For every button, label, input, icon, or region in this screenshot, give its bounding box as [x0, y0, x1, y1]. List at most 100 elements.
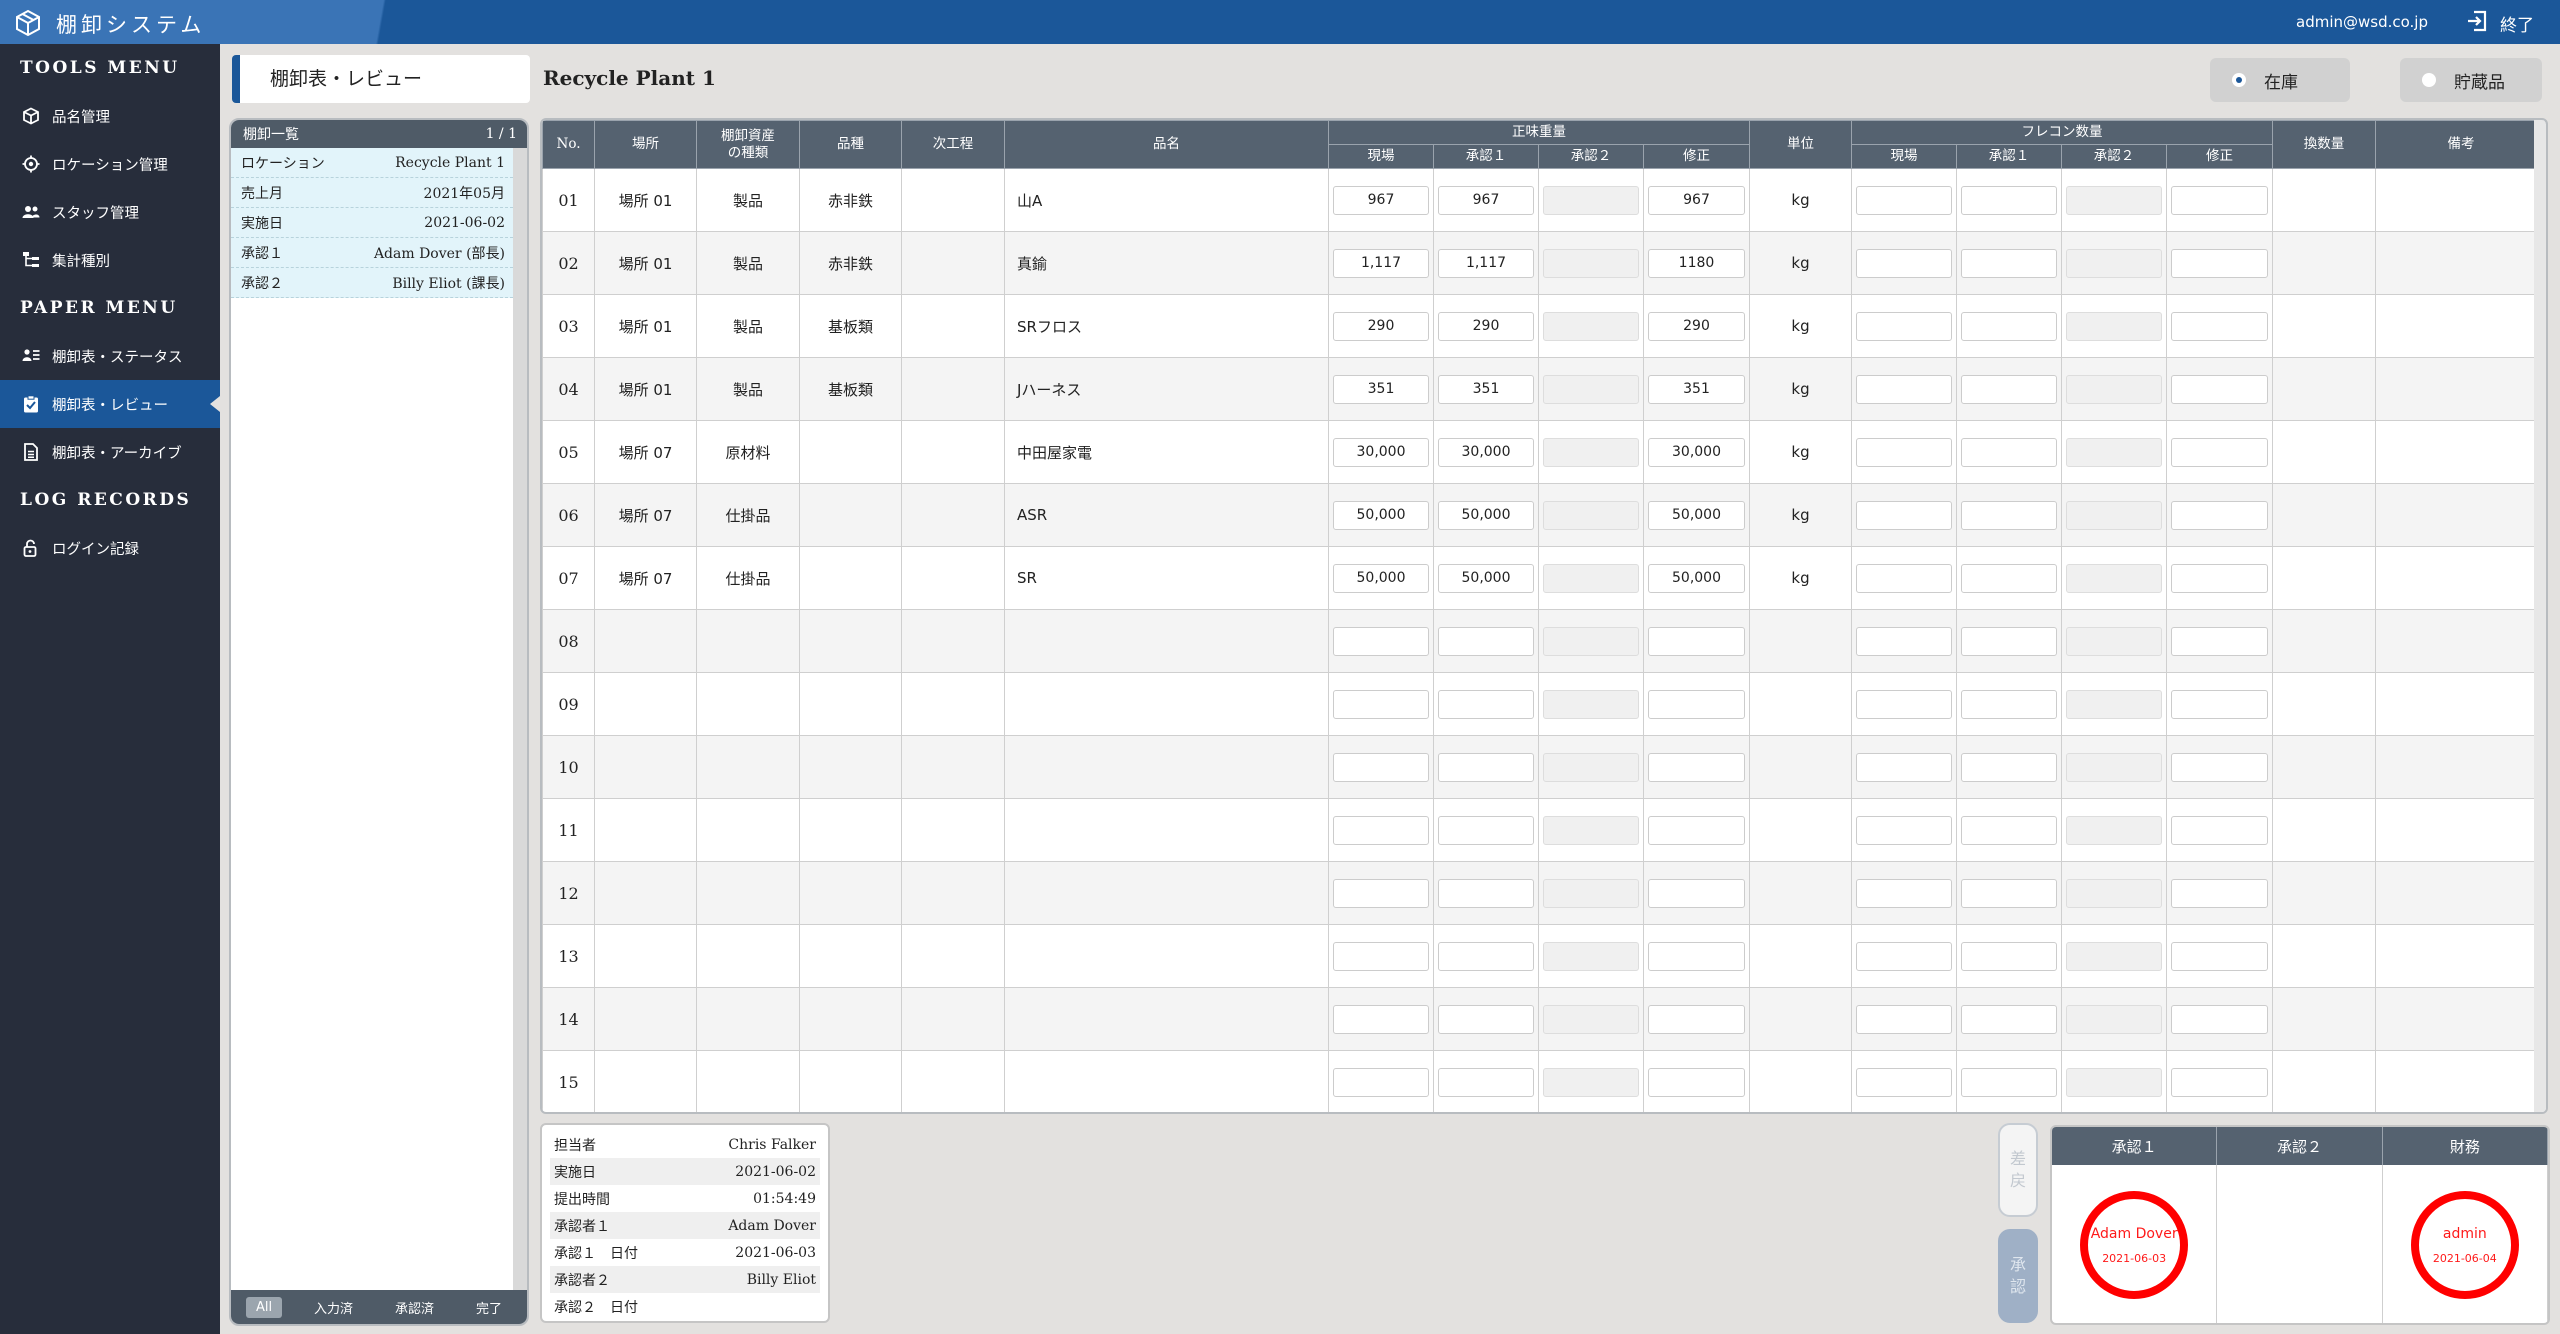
sidebar-item[interactable]: 棚卸表・アーカイブ [0, 428, 220, 476]
sidebar-item[interactable]: 棚卸表・レビュー [0, 380, 220, 428]
weight-approve1-input[interactable] [1438, 815, 1534, 845]
weight-site-input[interactable]: 967 [1333, 185, 1429, 215]
radio-stock[interactable]: 在庫 [2210, 58, 2350, 102]
flecon-site-input[interactable] [1856, 500, 1952, 530]
weight-site-input[interactable] [1333, 752, 1429, 782]
flecon-site-input[interactable] [1856, 374, 1952, 404]
weight-approve1-input[interactable] [1438, 752, 1534, 782]
weight-approve1-input[interactable]: 30,000 [1438, 437, 1534, 467]
flecon-fix-input[interactable] [2171, 1004, 2268, 1034]
flecon-approve1-input[interactable] [1961, 1004, 2057, 1034]
flecon-approve1-input[interactable] [1961, 311, 2057, 341]
flecon-fix-input[interactable] [2171, 752, 2268, 782]
flecon-fix-input[interactable] [2171, 626, 2268, 656]
weight-fix-input[interactable] [1648, 878, 1745, 908]
flecon-site-input[interactable] [1856, 941, 1952, 971]
flecon-fix-input[interactable] [2171, 437, 2268, 467]
flecon-site-input[interactable] [1856, 878, 1952, 908]
sidebar-item[interactable]: 品名管理 [0, 92, 220, 140]
flecon-site-input[interactable] [1856, 752, 1952, 782]
weight-site-input[interactable]: 1,117 [1333, 248, 1429, 278]
weight-approve1-input[interactable]: 351 [1438, 374, 1534, 404]
weight-fix-input[interactable]: 50,000 [1648, 563, 1745, 593]
weight-site-input[interactable] [1333, 1004, 1429, 1034]
exit-button[interactable]: 終了 [2466, 10, 2534, 37]
flecon-site-input[interactable] [1856, 1067, 1952, 1097]
flecon-approve1-input[interactable] [1961, 437, 2057, 467]
weight-fix-input[interactable] [1648, 1067, 1745, 1097]
flecon-site-input[interactable] [1856, 311, 1952, 341]
weight-approve1-input[interactable] [1438, 689, 1534, 719]
weight-fix-input[interactable] [1648, 752, 1745, 782]
filter-button[interactable]: All [245, 1296, 283, 1318]
weight-approve1-input[interactable] [1438, 878, 1534, 908]
flecon-site-input[interactable] [1856, 689, 1952, 719]
filter-button[interactable]: 完了 [475, 1301, 502, 1317]
sidebar-item[interactable]: ロケーション管理 [0, 140, 220, 188]
filter-button[interactable]: 入力済 [314, 1301, 354, 1317]
weight-fix-input[interactable]: 351 [1648, 374, 1745, 404]
flecon-site-input[interactable] [1856, 815, 1952, 845]
sidebar-item[interactable]: ログイン記録 [0, 524, 220, 572]
weight-fix-input[interactable]: 290 [1648, 311, 1745, 341]
sidebar-item[interactable]: 集計種別 [0, 236, 220, 284]
flecon-fix-input[interactable] [2171, 563, 2268, 593]
flecon-site-input[interactable] [1856, 563, 1952, 593]
weight-fix-input[interactable] [1648, 1004, 1745, 1034]
weight-approve1-input[interactable]: 290 [1438, 311, 1534, 341]
weight-approve1-input[interactable]: 50,000 [1438, 500, 1534, 530]
flecon-approve1-input[interactable] [1961, 815, 2057, 845]
flecon-approve1-input[interactable] [1961, 374, 2057, 404]
weight-approve1-input[interactable] [1438, 941, 1534, 971]
weight-site-input[interactable]: 30,000 [1333, 437, 1429, 467]
weight-site-input[interactable] [1333, 815, 1429, 845]
weight-site-input[interactable]: 351 [1333, 374, 1429, 404]
table-scrollbar[interactable] [2534, 120, 2546, 1112]
flecon-fix-input[interactable] [2171, 815, 2268, 845]
weight-site-input[interactable]: 290 [1333, 311, 1429, 341]
weight-approve1-input[interactable] [1438, 1004, 1534, 1034]
flecon-site-input[interactable] [1856, 185, 1952, 215]
weight-site-input[interactable] [1333, 689, 1429, 719]
flecon-approve1-input[interactable] [1961, 248, 2057, 278]
weight-fix-input[interactable] [1648, 689, 1745, 719]
weight-fix-input[interactable] [1648, 941, 1745, 971]
flecon-approve1-input[interactable] [1961, 878, 2057, 908]
flecon-approve1-input[interactable] [1961, 941, 2057, 971]
flecon-approve1-input[interactable] [1961, 500, 2057, 530]
flecon-fix-input[interactable] [2171, 185, 2268, 215]
sidebar-item[interactable]: スタッフ管理 [0, 188, 220, 236]
list-scrollbar[interactable] [513, 148, 527, 1300]
flecon-site-input[interactable] [1856, 626, 1952, 656]
flecon-fix-input[interactable] [2171, 311, 2268, 341]
flecon-fix-input[interactable] [2171, 878, 2268, 908]
weight-site-input[interactable]: 50,000 [1333, 500, 1429, 530]
flecon-fix-input[interactable] [2171, 941, 2268, 971]
flecon-fix-input[interactable] [2171, 500, 2268, 530]
weight-approve1-input[interactable]: 50,000 [1438, 563, 1534, 593]
flecon-site-input[interactable] [1856, 248, 1952, 278]
return-button[interactable]: 差 戻 [1998, 1123, 2038, 1217]
weight-fix-input[interactable]: 1180 [1648, 248, 1745, 278]
flecon-site-input[interactable] [1856, 437, 1952, 467]
approve-button[interactable]: 承 認 [1998, 1229, 2038, 1323]
weight-approve1-input[interactable]: 1,117 [1438, 248, 1534, 278]
sidebar-item[interactable]: 棚卸表・ステータス [0, 332, 220, 380]
flecon-approve1-input[interactable] [1961, 689, 2057, 719]
weight-site-input[interactable] [1333, 626, 1429, 656]
filter-button[interactable]: 承認済 [395, 1301, 435, 1317]
weight-site-input[interactable] [1333, 1067, 1429, 1097]
flecon-fix-input[interactable] [2171, 248, 2268, 278]
list-item[interactable]: ロケーション Recycle Plant 1 売上月 2021年05月 実施日 2021-… [231, 148, 513, 298]
flecon-approve1-input[interactable] [1961, 563, 2057, 593]
weight-fix-input[interactable] [1648, 626, 1745, 656]
flecon-approve1-input[interactable] [1961, 626, 2057, 656]
flecon-site-input[interactable] [1856, 1004, 1952, 1034]
flecon-fix-input[interactable] [2171, 689, 2268, 719]
weight-fix-input[interactable]: 967 [1648, 185, 1745, 215]
weight-fix-input[interactable]: 50,000 [1648, 500, 1745, 530]
weight-fix-input[interactable] [1648, 815, 1745, 845]
weight-site-input[interactable]: 50,000 [1333, 563, 1429, 593]
flecon-fix-input[interactable] [2171, 374, 2268, 404]
weight-site-input[interactable] [1333, 941, 1429, 971]
